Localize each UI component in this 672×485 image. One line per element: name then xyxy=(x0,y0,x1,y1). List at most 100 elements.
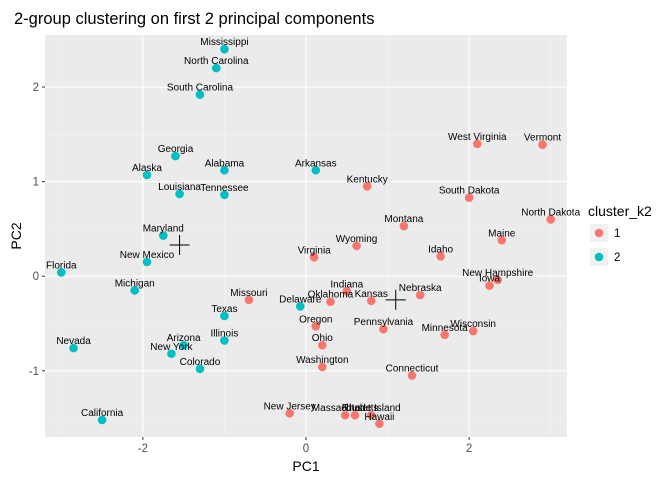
data-point xyxy=(311,165,321,175)
point-label: Nevada xyxy=(56,336,91,347)
data-point xyxy=(352,241,361,251)
point-label: Louisiana xyxy=(158,182,201,193)
data-point xyxy=(546,215,555,224)
legend-title: cluster_k2 xyxy=(588,203,652,219)
data-point xyxy=(379,324,388,334)
legend-key-dot xyxy=(594,252,604,262)
data-point xyxy=(326,297,335,307)
point-label: Alabama xyxy=(205,158,245,169)
data-point xyxy=(220,311,229,321)
y-tick-label: 0 xyxy=(33,271,39,283)
point-label: Kansas xyxy=(355,289,388,300)
data-point xyxy=(195,364,205,374)
data-point xyxy=(220,165,229,175)
data-point xyxy=(407,371,417,380)
point-label: Wyoming xyxy=(336,234,378,245)
point-label: Massachusetts xyxy=(312,403,379,414)
point-label: Colorado xyxy=(180,357,221,368)
data-point xyxy=(318,362,327,372)
data-point xyxy=(285,409,294,418)
data-point xyxy=(497,235,507,245)
point-label: Virginia xyxy=(298,245,332,256)
point-label: Nebraska xyxy=(399,283,442,294)
chart-title: 2-group clustering on first 2 principal … xyxy=(14,10,374,28)
y-tick-label: 2 xyxy=(33,82,39,94)
legend: cluster_k2 1 2 xyxy=(588,203,652,266)
cluster-centroids xyxy=(169,234,406,310)
point-label: Rhode Island xyxy=(342,403,401,414)
data-point xyxy=(195,90,205,99)
data-point xyxy=(468,326,478,336)
x-axis-title: PC1 xyxy=(292,458,319,474)
data-point xyxy=(399,221,409,231)
point-label: Oklahoma xyxy=(308,290,354,301)
axes: -2 0 2 -1 0 1 2 xyxy=(29,82,473,455)
data-point xyxy=(57,268,66,277)
point-label: Vermont xyxy=(524,133,561,144)
data-point xyxy=(342,287,352,296)
data-point xyxy=(472,139,482,149)
point-label: South Dakota xyxy=(439,186,500,197)
point-label: Mississippi xyxy=(200,37,248,48)
data-point xyxy=(415,290,425,300)
legend-key-label: 1 xyxy=(614,228,620,240)
point-label: Pennsylvania xyxy=(354,317,414,328)
data-point xyxy=(167,349,176,359)
x-tick-label: 0 xyxy=(303,443,309,455)
point-label: Maryland xyxy=(143,224,184,235)
point-label: Indiana xyxy=(330,279,363,290)
data-point xyxy=(295,302,305,311)
data-point xyxy=(130,286,140,295)
legend-key-label: 2 xyxy=(614,252,620,264)
data-points xyxy=(57,44,555,429)
point-label: Idaho xyxy=(428,244,453,255)
point-label: Arkansas xyxy=(295,158,337,169)
data-point xyxy=(220,190,229,200)
point-label: California xyxy=(81,408,124,419)
point-label: Oregon xyxy=(299,314,332,325)
data-point xyxy=(436,252,445,261)
point-label: Utah xyxy=(344,403,365,414)
data-point xyxy=(362,182,372,191)
data-point xyxy=(171,151,180,161)
data-point xyxy=(350,410,360,420)
y-tick-label: 1 xyxy=(33,177,39,189)
x-tick-label: -2 xyxy=(138,443,148,455)
data-point xyxy=(366,296,376,306)
data-point xyxy=(69,343,78,353)
point-label: Wisconsin xyxy=(450,319,496,330)
x-tick-label: 2 xyxy=(466,443,472,455)
point-label: Kentucky xyxy=(347,174,388,185)
point-label: Texas xyxy=(211,304,237,315)
point-label: New Mexico xyxy=(120,250,175,261)
point-label: Tennessee xyxy=(200,183,249,194)
legend-key-dot xyxy=(594,228,604,238)
data-point xyxy=(340,410,350,420)
data-point xyxy=(142,257,152,267)
data-point xyxy=(220,336,229,345)
data-point xyxy=(464,193,474,202)
point-label: Arizona xyxy=(167,333,201,344)
data-point xyxy=(211,63,221,73)
point-label: Illinois xyxy=(211,329,239,340)
point-label: South Carolina xyxy=(167,83,234,94)
point-label: Connecticut xyxy=(386,364,439,375)
point-label: Montana xyxy=(384,214,423,225)
gridlines xyxy=(45,35,567,437)
data-point xyxy=(440,330,449,340)
point-label: Delaware xyxy=(279,294,322,305)
point-label: Washington xyxy=(296,355,348,366)
point-label: Michigan xyxy=(115,278,155,289)
point-label: Minnesota xyxy=(422,323,469,334)
data-point xyxy=(158,231,168,240)
data-point xyxy=(375,419,384,429)
point-label: Maine xyxy=(488,228,516,239)
y-tick-label: -1 xyxy=(29,366,39,378)
point-label: Alaska xyxy=(132,163,162,174)
data-point xyxy=(220,44,229,54)
point-label: Georgia xyxy=(158,144,194,155)
point-label: Hawaii xyxy=(364,412,394,423)
point-label: North Dakota xyxy=(521,207,580,218)
